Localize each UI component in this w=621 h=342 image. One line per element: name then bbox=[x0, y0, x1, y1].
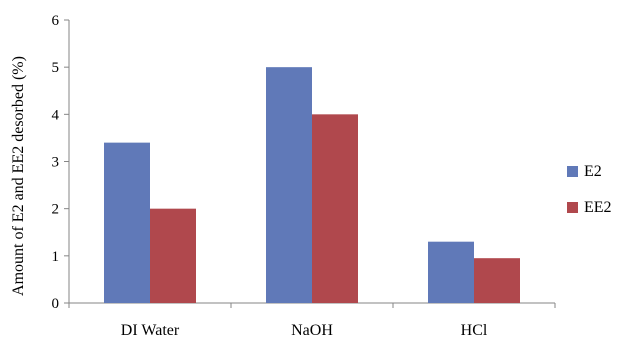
legend-swatch-ee2 bbox=[567, 202, 578, 213]
bars bbox=[104, 67, 520, 304]
category-label: HCl bbox=[461, 322, 488, 339]
bar-ee2-hcl bbox=[474, 258, 520, 303]
y-ticks: 0 1 2 3 4 5 6 bbox=[52, 13, 69, 312]
x-ticks bbox=[68, 303, 556, 308]
legend-label-ee2: EE2 bbox=[584, 199, 612, 216]
category-labels: DI Water NaOH HCl bbox=[121, 322, 488, 339]
legend-swatch-e2 bbox=[567, 166, 578, 177]
bar-e2-di-water bbox=[104, 142, 150, 303]
category-label: NaOH bbox=[291, 322, 333, 339]
y-tick-label: 6 bbox=[52, 13, 60, 29]
bar-ee2-di-water bbox=[150, 208, 196, 303]
bar-ee2-naoh bbox=[312, 114, 358, 303]
legend-label-e2: E2 bbox=[584, 163, 602, 180]
y-tick-label: 3 bbox=[52, 155, 60, 171]
y-tick-label: 2 bbox=[52, 202, 60, 218]
bar-e2-hcl bbox=[428, 241, 474, 303]
y-tick-label: 4 bbox=[52, 107, 60, 123]
y-axis-label: Amount of E2 and EE2 desorbed (%) bbox=[10, 56, 27, 296]
category-label: DI Water bbox=[121, 322, 180, 339]
y-tick-label: 5 bbox=[52, 60, 60, 76]
bar-e2-naoh bbox=[266, 67, 312, 304]
y-tick-label: 1 bbox=[52, 249, 60, 265]
legend: E2 EE2 bbox=[567, 163, 612, 216]
y-tick-label: 0 bbox=[52, 296, 60, 312]
